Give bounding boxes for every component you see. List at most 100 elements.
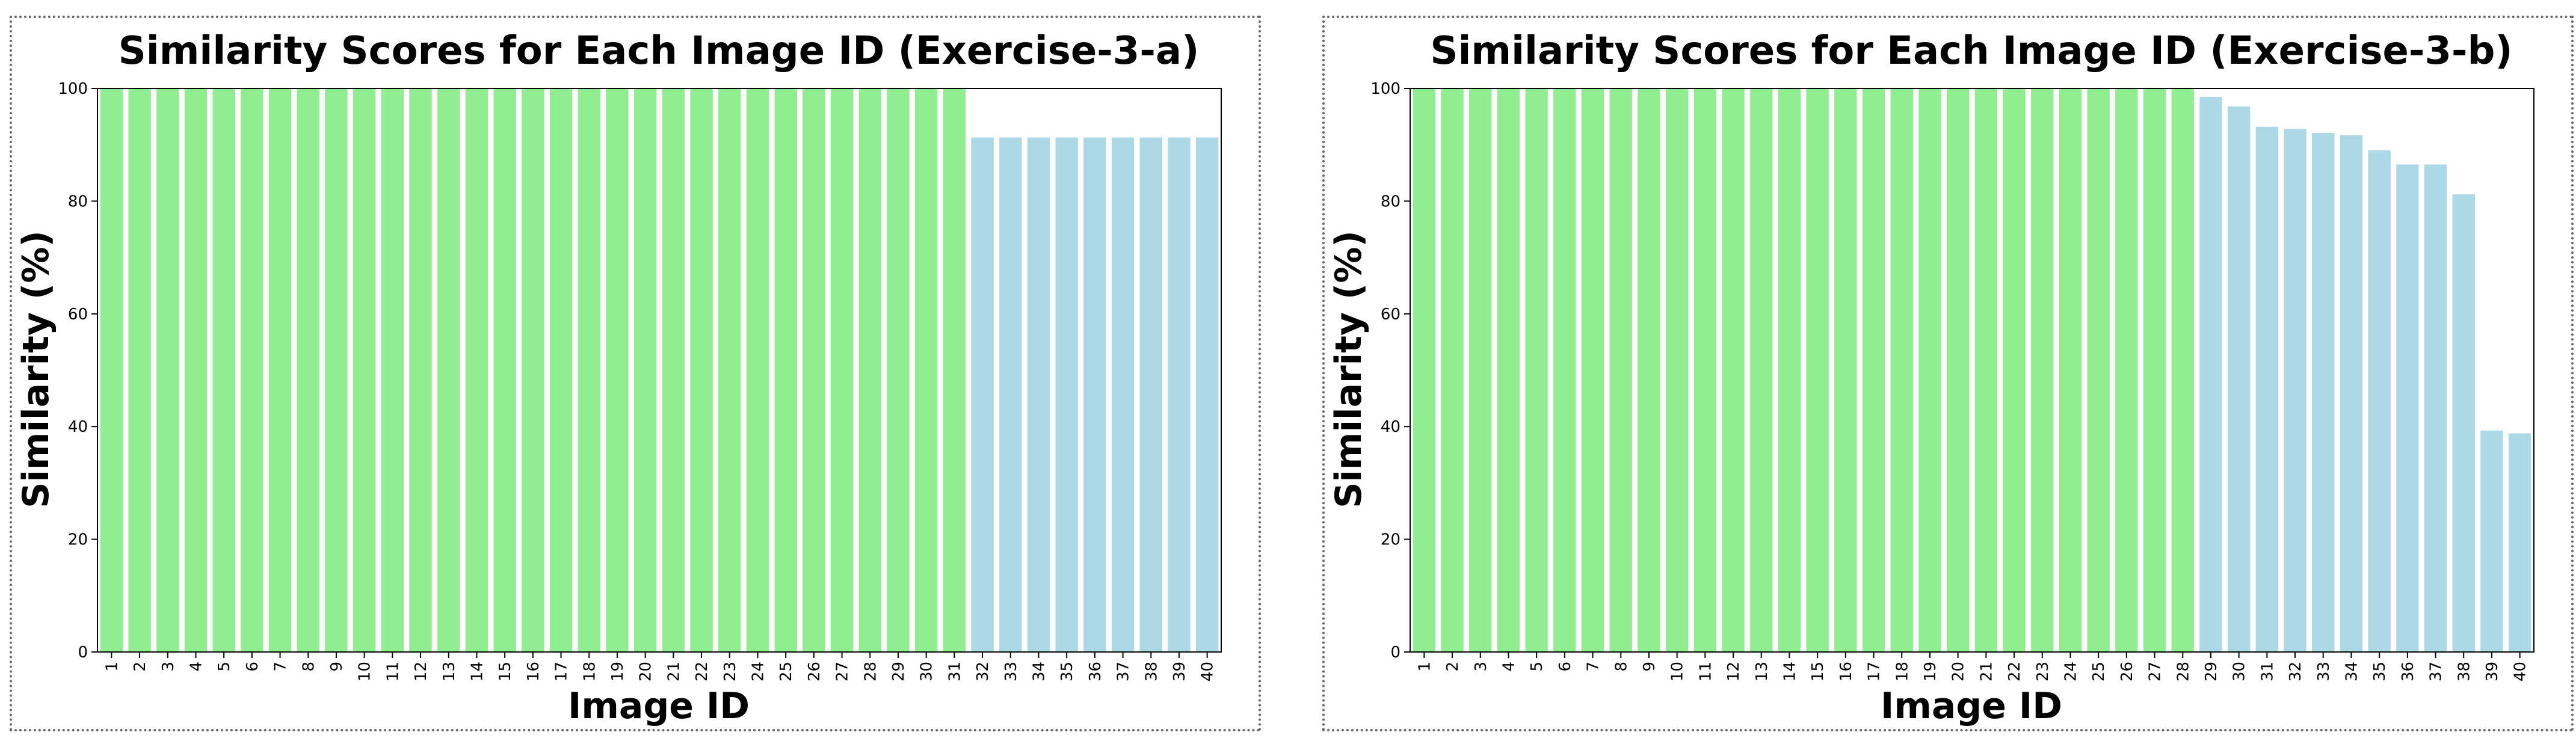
bar-image-15 <box>1806 88 1829 652</box>
bar-image-6 <box>241 88 263 652</box>
x-tick-label: 4 <box>187 662 205 672</box>
y-tick-label: 80 <box>1381 192 1400 211</box>
bar-image-28 <box>858 88 881 652</box>
y-tick-label: 20 <box>1381 531 1400 549</box>
x-tick-label: 4 <box>1500 662 1518 672</box>
bar-image-10 <box>353 88 376 652</box>
x-tick-label: 25 <box>2090 662 2108 681</box>
x-tick-label: 12 <box>1725 662 1743 681</box>
x-tick-label: 17 <box>1866 662 1884 681</box>
bar-image-25 <box>2087 88 2110 652</box>
x-tick-label: 35 <box>2371 662 2389 681</box>
bar-image-17 <box>1862 88 1885 652</box>
bar-image-1 <box>100 88 123 652</box>
bar-image-20 <box>633 88 657 652</box>
x-tick-label: 26 <box>2118 662 2136 681</box>
x-tick-label: 20 <box>1950 662 1968 681</box>
x-tick-label: 24 <box>2062 662 2080 681</box>
x-tick-label: 6 <box>244 662 262 672</box>
x-tick-label: 39 <box>2483 662 2501 681</box>
bar-image-22 <box>2003 88 2026 652</box>
chart-title: Similarity Scores for Each Image ID (Exe… <box>119 29 1200 73</box>
bar-image-40 <box>1195 137 1219 653</box>
bar-image-9 <box>325 88 348 652</box>
x-tick-label: 15 <box>496 662 514 681</box>
x-tick-label: 16 <box>525 662 543 681</box>
bar-image-7 <box>1581 88 1604 652</box>
bar-chart-exercise-3b: Similarity Scores for Each Image ID (Exe… <box>1328 29 2534 727</box>
bar-image-11 <box>1693 88 1717 652</box>
x-tick-label: 29 <box>2202 662 2220 681</box>
bar-image-12 <box>1722 88 1745 652</box>
bar-image-40 <box>2508 433 2531 652</box>
x-tick-label: 2 <box>131 662 149 672</box>
bar-image-31 <box>2255 126 2279 652</box>
bar-image-16 <box>522 88 544 652</box>
bar-image-31 <box>943 88 966 652</box>
x-tick-label: 23 <box>2034 662 2052 681</box>
bar-image-9 <box>1638 88 1660 652</box>
x-tick-label: 6 <box>1556 662 1574 672</box>
y-tick-label: 40 <box>68 418 88 436</box>
x-tick-label: 8 <box>1612 662 1630 672</box>
x-tick-label: 23 <box>721 662 739 681</box>
x-tick-label: 19 <box>1921 662 1940 681</box>
bar-image-26 <box>2115 88 2138 652</box>
y-tick-label: 100 <box>1370 80 1400 98</box>
bar-image-4 <box>1497 88 1520 652</box>
x-tick-label: 12 <box>412 662 430 681</box>
x-tick-label: 21 <box>665 662 683 681</box>
x-tick-label: 7 <box>1585 662 1603 672</box>
x-tick-label: 38 <box>1142 662 1160 681</box>
x-tick-label: 14 <box>468 662 486 681</box>
bar-image-22 <box>690 88 713 652</box>
bar-image-27 <box>830 88 854 652</box>
plot-area-frame <box>97 88 1222 653</box>
x-tick-label: 25 <box>777 662 795 681</box>
x-tick-label: 30 <box>918 662 936 681</box>
x-tick-label: 26 <box>806 662 824 681</box>
x-tick-label: 36 <box>1086 662 1105 681</box>
bar-image-19 <box>606 88 629 652</box>
bar-image-5 <box>1525 88 1548 652</box>
x-tick-label: 20 <box>637 662 655 681</box>
x-tick-label: 39 <box>1171 662 1189 681</box>
x-tick-label: 32 <box>2287 662 2305 681</box>
bar-image-35 <box>1055 137 1078 653</box>
bar-image-24 <box>746 88 769 652</box>
x-tick-label: 1 <box>1416 662 1434 672</box>
x-tick-label: 29 <box>890 662 908 681</box>
bar-image-3 <box>1469 88 1492 652</box>
bar-image-6 <box>1553 88 1576 652</box>
y-tick-label: 0 <box>78 644 88 662</box>
x-tick-label: 16 <box>1837 662 1855 681</box>
bar-chart-exercise-3a: Similarity Scores for Each Image ID (Exe… <box>15 29 1222 727</box>
bar-image-23 <box>718 88 741 652</box>
x-axis-label: Image ID <box>568 685 750 727</box>
chart-panel-exercise-3b: Similarity Scores for Each Image ID (Exe… <box>1322 16 2574 731</box>
x-tick-label: 14 <box>1781 662 1799 681</box>
x-tick-label: 22 <box>693 662 711 681</box>
x-tick-label: 18 <box>1893 662 1911 681</box>
bar-image-1 <box>1413 88 1436 652</box>
bar-image-5 <box>212 88 235 652</box>
bar-image-7 <box>268 88 292 652</box>
x-tick-label: 37 <box>2427 662 2445 681</box>
x-tick-label: 11 <box>384 662 402 681</box>
bar-image-32 <box>2284 129 2306 653</box>
x-tick-label: 1 <box>103 662 121 672</box>
bar-image-14 <box>465 88 488 652</box>
x-tick-label: 3 <box>1472 662 1490 672</box>
x-tick-label: 15 <box>1809 662 1827 681</box>
x-tick-label: 13 <box>1753 662 1771 681</box>
bar-image-2 <box>1441 88 1464 652</box>
x-tick-label: 31 <box>2258 662 2276 681</box>
bar-image-16 <box>1834 88 1857 652</box>
y-axis-label: Similarity (%) <box>15 230 57 508</box>
bar-image-34 <box>1027 137 1050 653</box>
bar-image-11 <box>381 88 404 652</box>
y-tick-label: 100 <box>58 80 88 98</box>
x-tick-label: 22 <box>2006 662 2024 681</box>
bar-image-38 <box>1139 137 1162 653</box>
x-tick-label: 13 <box>440 662 458 681</box>
